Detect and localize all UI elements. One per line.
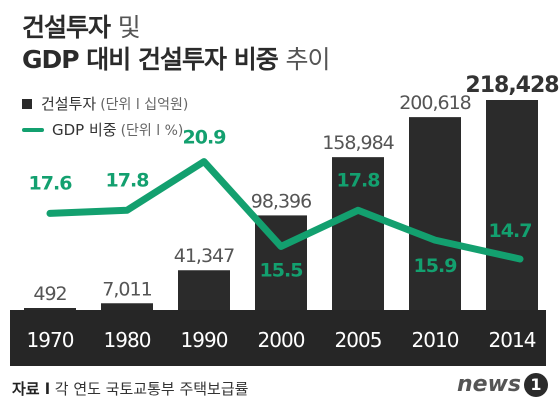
legend-line-label: GDP 비중 — [52, 121, 117, 139]
chart-title-line2: GDP 대비 건설투자 비중 추이 — [22, 45, 330, 74]
bar-value-label-2005: 158,984 — [322, 132, 394, 154]
bar-value-label-1990: 41,347 — [174, 245, 234, 267]
chart-title-line1: 건설투자 및 — [22, 13, 141, 42]
x-tick-label-2010: 2010 — [412, 328, 459, 352]
x-tick-label-2005: 2005 — [335, 328, 382, 352]
line-value-label-2005: 17.8 — [337, 169, 381, 191]
line-value-label-1970: 17.6 — [29, 172, 73, 194]
legend-line: GDP 비중 (단위 l %) — [22, 119, 183, 140]
line-value-label-1980: 17.8 — [106, 169, 150, 191]
bar-value-label-2000: 98,396 — [251, 190, 311, 212]
line-value-label-2000: 15.5 — [260, 259, 303, 281]
x-tick-label-2014: 2014 — [489, 328, 536, 352]
gdp-share-line — [46, 158, 524, 263]
bar-2014 — [486, 100, 538, 310]
legend-bar: 건설투자 (단위 l 십억원) — [22, 93, 188, 114]
bar-1990 — [178, 270, 230, 310]
x-tick-label-1970: 1970 — [27, 328, 74, 352]
legend-bar-swatch — [22, 98, 32, 109]
line-value-label-2014: 14.7 — [489, 220, 532, 242]
x-tick-label-2000: 2000 — [258, 328, 305, 352]
legend-bar-label: 건설투자 — [41, 95, 97, 113]
bar-1980 — [101, 303, 153, 310]
legend-line-swatch — [22, 127, 44, 132]
bar-1970 — [24, 308, 76, 310]
bar-value-label-1970: 492 — [33, 283, 66, 305]
x-axis-band — [10, 310, 546, 366]
legend-line-unit: (단위 l %) — [120, 122, 184, 139]
bar-value-label-2010: 200,618 — [399, 92, 471, 114]
bar-2010 — [409, 117, 461, 310]
bar-value-label-2014: 218,428 — [465, 73, 558, 98]
line-value-label-1990: 20.9 — [183, 127, 226, 149]
news1-logo: news 1 — [457, 372, 548, 397]
bar-value-label-1980: 7,011 — [102, 278, 151, 300]
source-note: 자료 l 각 연도 국토교통부 주택보급률 — [12, 380, 249, 398]
bar-2005 — [332, 157, 384, 310]
legend-bar-unit: (단위 l 십억원) — [100, 96, 189, 113]
line-value-label-2010: 15.9 — [414, 255, 457, 277]
x-tick-label-1990: 1990 — [181, 328, 228, 352]
x-tick-label-1980: 1980 — [104, 328, 151, 352]
